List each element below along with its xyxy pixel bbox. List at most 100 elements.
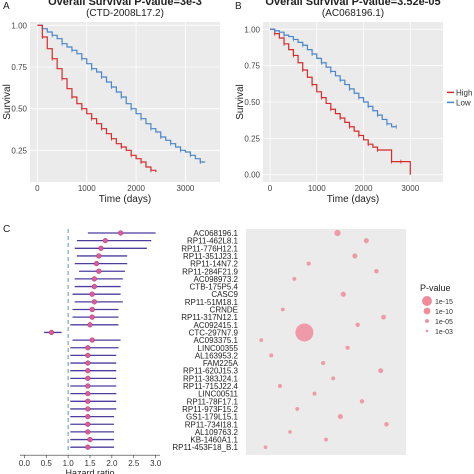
forest-x-tick-label: 0.5	[41, 459, 53, 468]
forest-category-label: CTB-175P5.4	[190, 283, 239, 292]
bubble-point	[292, 276, 297, 281]
forest-category-label: CTC-297N7.9	[189, 328, 239, 337]
panel-b-y-tick-label: 0.75	[244, 62, 260, 71]
panel-b-subtitle: (AC068196.1)	[322, 8, 384, 19]
panel-a-x-tick-label: 2000	[127, 184, 145, 193]
bubble-legend-label: 1e-10	[435, 309, 453, 316]
panel-a-x-tick-label: 1000	[78, 184, 96, 193]
forest-point	[85, 375, 91, 381]
forest-point	[85, 345, 91, 351]
forest-category-label: RP11-14N7.2	[190, 260, 238, 269]
panel-a-chart: Overall Survival P-value=3e-3(CTD-2008L1…	[2, 0, 220, 205]
forest-category-label: AC092415.1	[194, 321, 239, 330]
forest-point	[89, 306, 95, 313]
panel-a-y-axis-label: Survival	[2, 84, 13, 120]
panel-b-x-tick-label: 2000	[355, 184, 373, 193]
forest-point	[98, 245, 104, 251]
forest-point	[85, 429, 91, 435]
bubble-point	[295, 407, 300, 411]
panel-a-y-tick-label: 0.50	[11, 105, 27, 114]
panel-a-series-line-0	[37, 24, 206, 163]
panel-a-y-tick-label: 0.25	[11, 146, 27, 155]
bubble-point	[259, 338, 264, 342]
forest-point	[85, 368, 91, 374]
forest-point	[96, 253, 102, 259]
panel-b-y-axis-label: Survival	[235, 84, 246, 120]
panel-b-legend-label: High	[456, 88, 472, 97]
forest-point	[85, 406, 91, 412]
forest-category-label: AL163953.2	[195, 351, 239, 360]
bubble-point	[363, 238, 369, 244]
forest-category-label: RP11-453F18_B.1	[172, 443, 238, 452]
forest-x-tick-label: 2.0	[106, 459, 118, 468]
bubble-point	[334, 229, 341, 237]
bubble-point	[331, 376, 336, 381]
panel-a-x-tick-label: 0	[35, 184, 40, 193]
forest-category-label: AL109763.2	[195, 428, 239, 437]
panel-a-series-line-1	[37, 24, 157, 172]
bubble-point	[288, 430, 292, 434]
forest-point	[85, 444, 91, 450]
bubble-point	[378, 368, 384, 374]
bubble-legend-marker	[425, 319, 429, 323]
forest-point	[89, 314, 95, 320]
forest-point	[96, 268, 102, 274]
bubble-point	[352, 253, 358, 259]
forest-category-label: AC093375.1	[194, 336, 239, 345]
forest-x-tick-label: 1.5	[84, 459, 96, 468]
forest-point	[85, 391, 91, 397]
forest-point	[102, 238, 108, 244]
bubble-point	[269, 353, 274, 358]
forest-category-label: RP11-734I18.1	[185, 420, 239, 429]
forest-x-tick-label: 2.5	[128, 459, 140, 468]
bubble-point	[277, 383, 282, 389]
panel-b-series-line-1	[270, 28, 397, 128]
forest-point	[87, 322, 93, 328]
forest-category-label: RP11-51M18.1	[185, 298, 239, 307]
forest-category-label: LINC00511	[198, 390, 238, 399]
panel-b-x-axis-label: Time (days)	[327, 194, 379, 205]
panel-b-y-tick-label: 0.00	[244, 171, 260, 180]
panel-a-plot-background	[30, 22, 220, 182]
forest-x-tick-label: 0.0	[19, 459, 31, 468]
panel-a-label: A	[3, 1, 10, 12]
panel-b-chart: Overall Survival P-value=3.52e-05(AC0681…	[235, 0, 472, 205]
forest-point	[87, 436, 93, 443]
panel-b-legend-label: Low	[456, 98, 471, 107]
bubble-point	[321, 360, 326, 366]
forest-point	[89, 337, 95, 343]
forest-category-label: RP11-715J22.4	[183, 382, 239, 391]
panel-a-x-tick-label: 3000	[177, 184, 195, 193]
forest-category-label: RP11-317N12.1	[181, 313, 238, 322]
forest-x-tick-label: 1.0	[63, 459, 75, 468]
forest-category-label: AC068196.1	[194, 229, 239, 238]
forest-category-label: RP11-620J15.3	[183, 367, 239, 376]
bubble-legend-label: 1e-05	[435, 319, 453, 326]
forest-category-label: CASC9	[211, 290, 238, 299]
panel-c-bubble-plot: P-value 1e-15 1e-10 1e-05 1e-03	[246, 229, 453, 455]
forest-point	[118, 230, 124, 236]
forest-category-label: RP11-351J23.1	[183, 252, 239, 261]
forest-category-label: CRNDE	[210, 306, 238, 315]
panel-b-x-tick-label: 0	[268, 184, 273, 193]
panel-b-y-tick-label: 0.25	[244, 134, 260, 143]
forest-category-label: KB-1460A1.1	[190, 436, 238, 445]
panel-a-x-axis-label: Time (days)	[99, 194, 151, 205]
forest-category-label: FAM225A	[203, 359, 239, 368]
bubble-point	[359, 399, 365, 404]
forest-point	[85, 383, 91, 389]
panel-a-y-tick-label: 0.75	[11, 63, 27, 72]
panel-b-y-tick-label: 0.50	[244, 98, 260, 107]
panel-c-label: C	[3, 224, 10, 235]
bubble-plot-background	[246, 229, 406, 455]
panel-b-y-tick-label: 1.00	[244, 25, 260, 34]
forest-category-label: RP11-462L8.1	[187, 237, 239, 246]
bubble-legend-marker	[422, 296, 432, 306]
panel-a-title: Overall Survival P-value=3e-3	[48, 0, 202, 8]
forest-point	[93, 261, 100, 267]
bubble-point	[306, 261, 311, 266]
forest-point	[89, 291, 95, 297]
bubble-legend-marker	[423, 307, 431, 315]
forest-point	[85, 352, 91, 359]
